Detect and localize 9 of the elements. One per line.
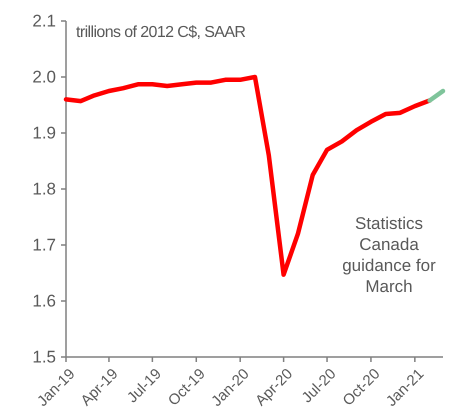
y-tick-label: 2.1 — [32, 11, 56, 30]
y-tick-label: 2.0 — [32, 67, 56, 86]
y-tick-label: 1.5 — [32, 347, 56, 366]
y-axis-title: trillions of 2012 C$, SAAR — [76, 24, 246, 41]
y-tick-label: 1.6 — [32, 291, 56, 310]
y-tick-label: 1.8 — [32, 179, 56, 198]
y-tick-label: 1.7 — [32, 235, 56, 254]
annotation: Statistics Canada guidance for March — [342, 214, 436, 296]
y-tick-label: 1.9 — [32, 123, 56, 142]
